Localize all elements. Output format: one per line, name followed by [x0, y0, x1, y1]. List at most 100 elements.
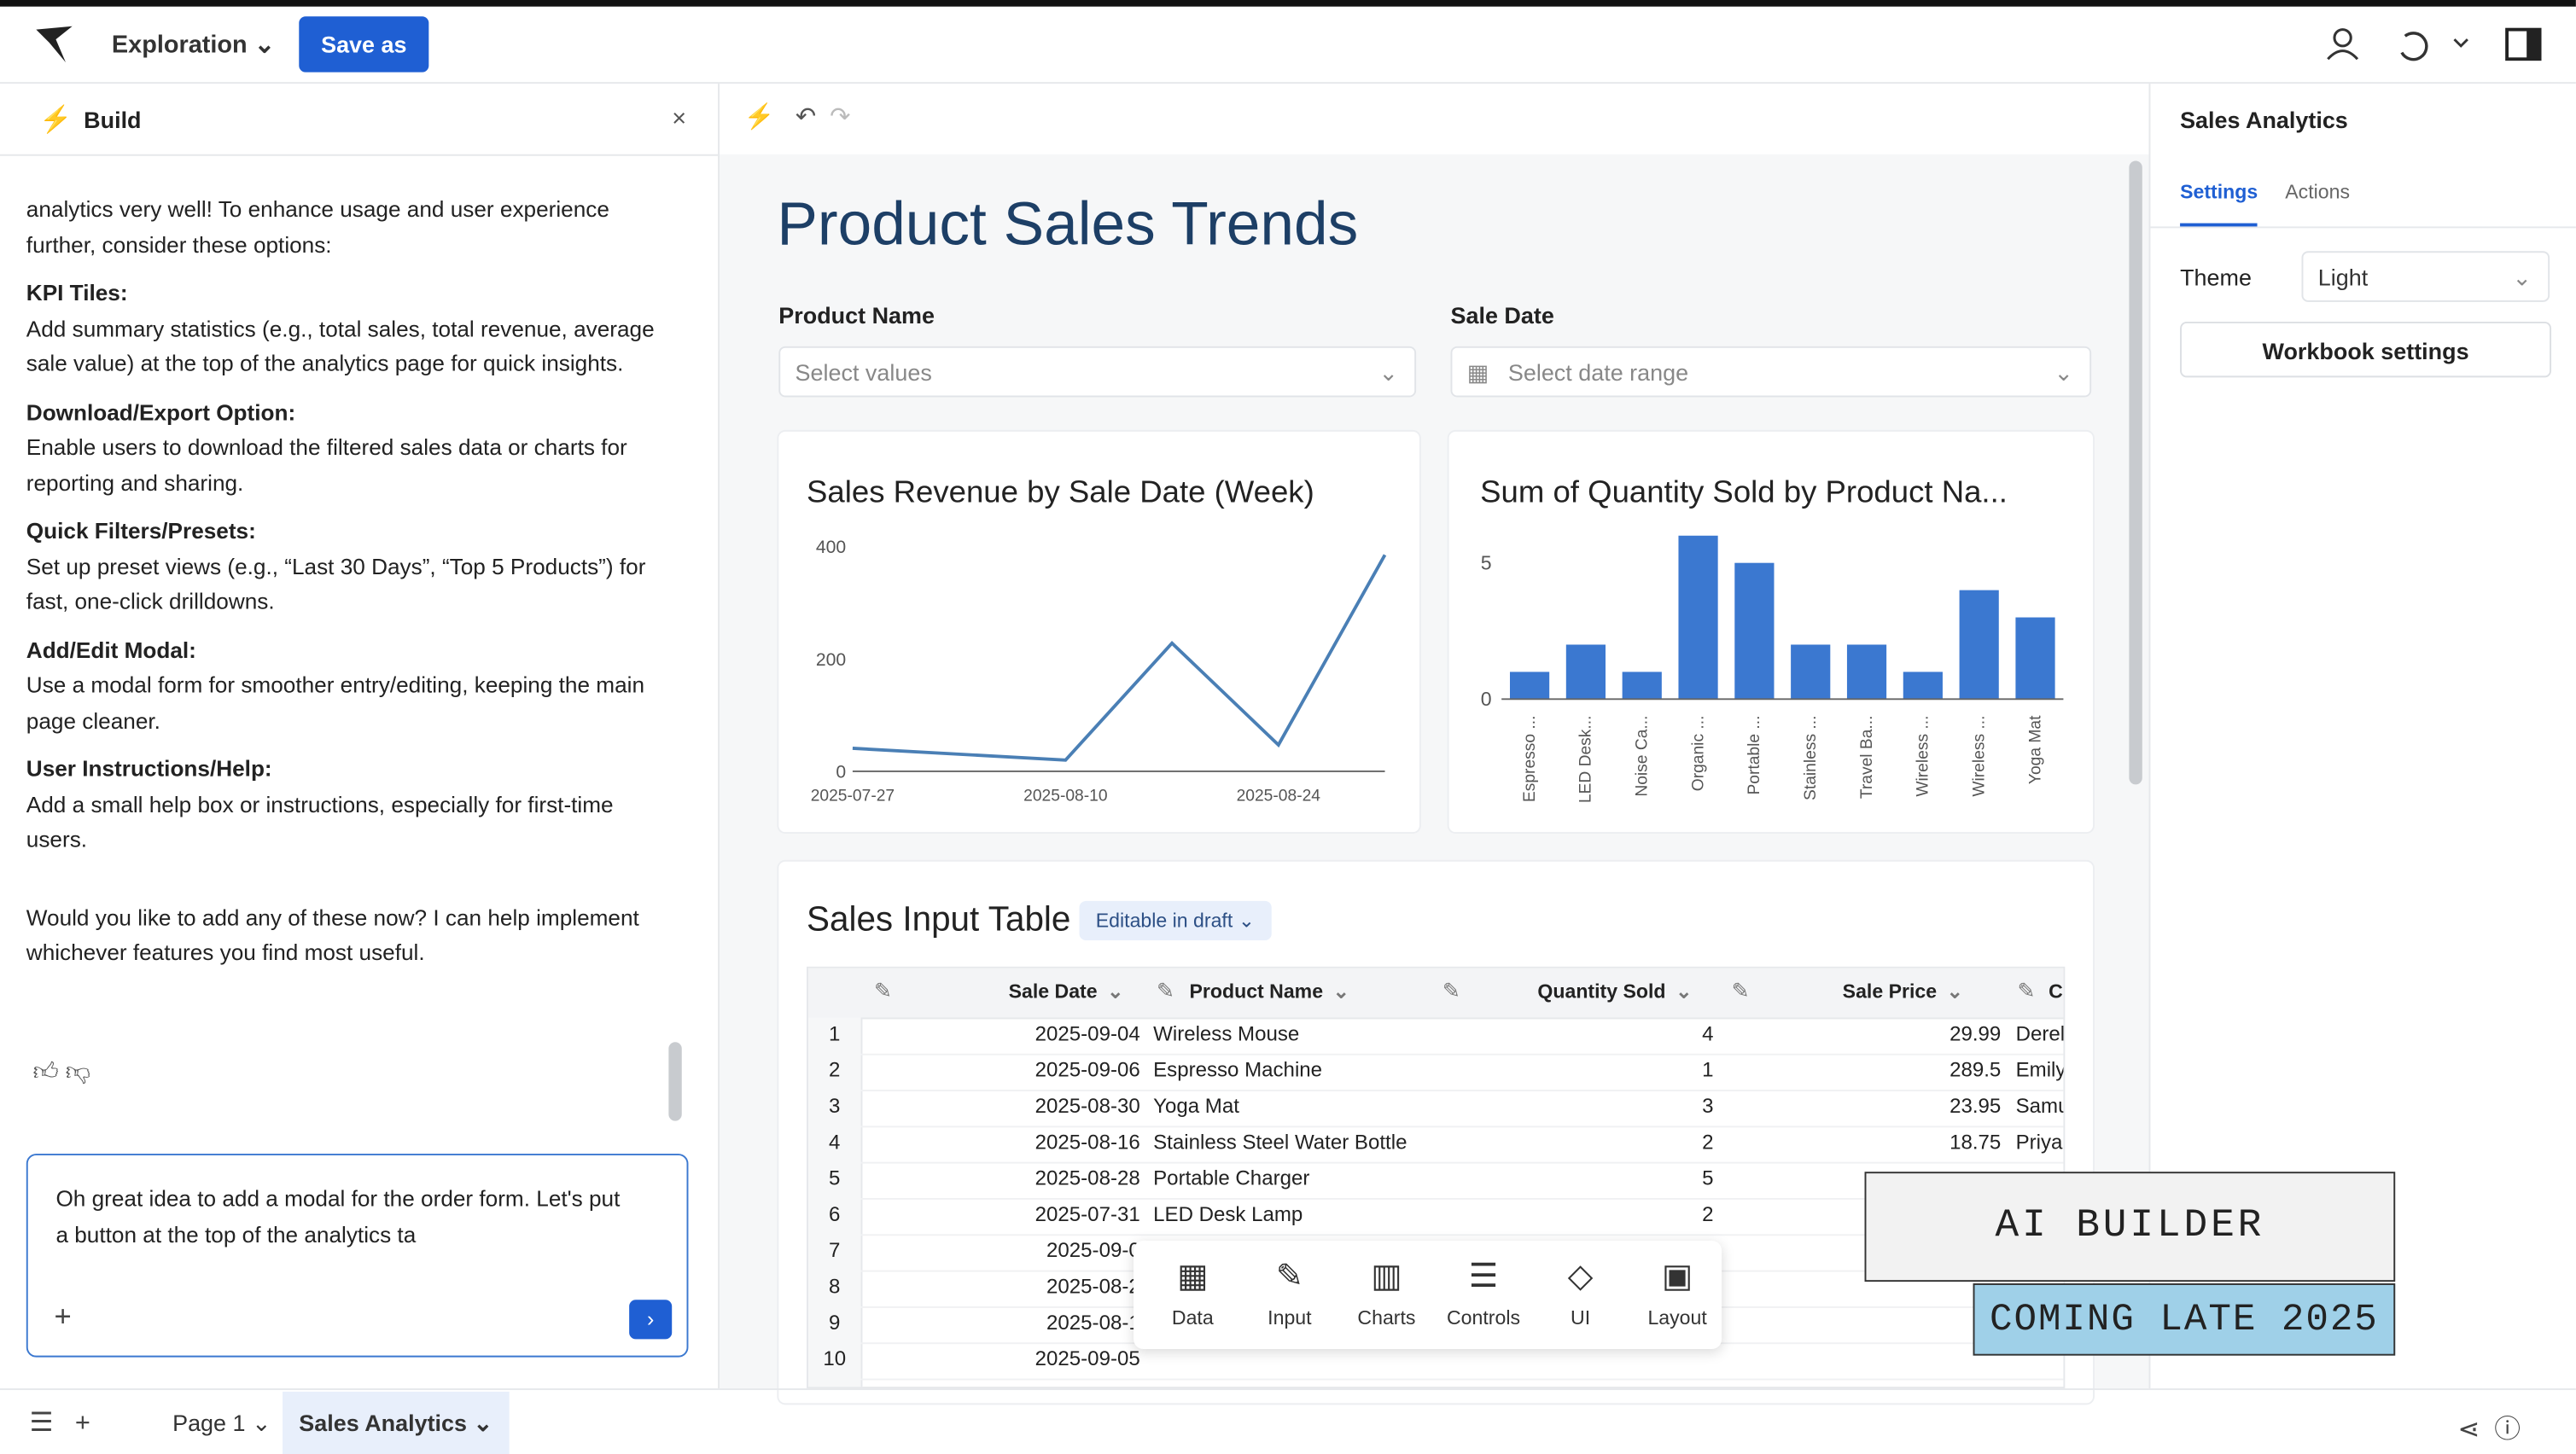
table-cell: 2025-08-28 [1034, 1166, 1140, 1190]
row-number: 9 [829, 1311, 841, 1335]
insert-button[interactable]: ✎ Input [1250, 1257, 1329, 1329]
table-cell: 2025-08-2 [1046, 1275, 1140, 1299]
insert-label: Layout [1647, 1306, 1707, 1329]
insert-icon: ▣ [1661, 1259, 1693, 1295]
bar [1791, 644, 1831, 700]
divider [0, 82, 2576, 84]
table-cell: 2 [1702, 1202, 1714, 1226]
divider [2150, 226, 2576, 229]
page-tab[interactable]: Page 1 ⌄ [172, 1410, 271, 1436]
insert-button[interactable]: ☰ Controls [1444, 1257, 1523, 1329]
edit-icon: ✎ [1156, 978, 1174, 1003]
divider [2148, 84, 2151, 1389]
filter-select[interactable]: Select values ⌄ [778, 346, 1417, 398]
panel-title: Sales Analytics [2180, 107, 2348, 133]
message-heading: Quick Filters/Presets: [26, 518, 256, 544]
row-line [860, 1161, 2064, 1164]
divider [0, 1388, 2576, 1391]
mode-label: Exploration [111, 31, 248, 60]
x-tick-label: 2025-08-24 [1237, 788, 1321, 806]
bar [1734, 562, 1775, 700]
tab[interactable]: Actions [2285, 180, 2351, 204]
theme-label: Theme [2180, 264, 2252, 291]
column-title: Quantity Sold [1537, 980, 1666, 1003]
table-cell: Derel [2015, 1022, 2066, 1046]
page-controls[interactable]: ☰ + [29, 1410, 90, 1438]
x-tick-label: Noise Ca... [1634, 716, 1652, 797]
table-cell: 3 [1702, 1094, 1714, 1118]
column-header: Quantity Sold ⌄ [1537, 980, 1692, 1003]
send-button[interactable]: › [629, 1300, 673, 1340]
save-label: Save as [321, 31, 407, 58]
column-title: Sale Price [1842, 980, 1938, 1003]
table-cell: 2 [1702, 1131, 1714, 1154]
mode-menu[interactable]: Exploration ⌄ [111, 31, 275, 60]
chat-message: Download/Export Option: Enable users to d… [26, 395, 664, 501]
table-cell: 2025-08-1 [1046, 1311, 1140, 1335]
table-cell: 2025-09-0 [1046, 1239, 1140, 1263]
x-tick-label: Wireless ... [1915, 716, 1932, 797]
feedback-buttons[interactable]: 👍︎ 👎︎ [32, 1058, 91, 1087]
sort-icon: ⌄ [1676, 980, 1693, 1003]
divider [718, 84, 720, 1389]
panel-title: Build [84, 107, 142, 133]
insert-button[interactable]: ▣ Layout [1638, 1257, 1716, 1329]
insert-button[interactable]: ▦ Data [1153, 1257, 1232, 1329]
message-heading: Download/Export Option: [26, 399, 296, 425]
insert-button[interactable]: ◇ UI [1541, 1257, 1619, 1329]
message-heading: Add/Edit Modal: [26, 637, 196, 663]
chat-messages: analytics very well! To enhance usage an… [26, 192, 664, 984]
scrollbar [668, 1042, 682, 1121]
x-tick-label: Organic ... [1689, 716, 1707, 792]
message-text: Set up preset views (e.g., “Last 30 Days… [26, 554, 646, 614]
chat-input[interactable]: Oh great idea to add a modal for the ord… [26, 1154, 689, 1358]
insert-toolbar: ▦ Data ✎ Input ▥ Charts ☰ Controls ◇ UI ▣ Layout [1134, 1241, 1722, 1349]
row-number: 7 [829, 1239, 841, 1263]
chat-message: Add/Edit Modal: Use a modal form for smoo… [26, 632, 664, 738]
filter-select[interactable]: ▦ Select date range ⌄ [1450, 346, 2092, 398]
edit-icon: ✎ [1442, 978, 1460, 1003]
insert-icon: ☰ [1468, 1259, 1499, 1295]
row-number: 2 [829, 1058, 841, 1082]
table-cell: 2025-09-04 [1034, 1022, 1140, 1046]
bar [1846, 644, 1887, 700]
row-line [860, 1090, 2064, 1091]
chat-message: KPI Tiles: Add summary statistics (e.g., … [26, 276, 664, 381]
column-header: Sale Date ⌄ [1009, 980, 1124, 1003]
close-button[interactable]: × [672, 105, 687, 133]
workbook-settings-button[interactable]: Workbook settings [2180, 321, 2552, 378]
table-cell: Emily [2015, 1058, 2066, 1082]
insert-button[interactable]: ▥ Charts [1347, 1257, 1425, 1329]
insert-icon: ✎ [1275, 1259, 1304, 1295]
button-label: Workbook settings [2262, 338, 2469, 364]
insert-icon: ▥ [1371, 1259, 1402, 1295]
x-tick-label: 2025-07-27 [811, 788, 895, 806]
overlay-banner: COMING LATE 2025 [1973, 1283, 2396, 1356]
bottom-icons[interactable]: ⋖ ⓘ [2457, 1416, 2521, 1445]
editor-tools[interactable]: ⚡ ↶ ↷ [743, 103, 851, 131]
chat-message: Would you like to add any of these now? … [26, 900, 664, 971]
badge[interactable]: Editable in draft ⌄ [1079, 900, 1272, 941]
insert-label: UI [1571, 1306, 1591, 1329]
insert-label: Data [1171, 1306, 1214, 1329]
chat-message: analytics very well! To enhance usage an… [26, 192, 664, 263]
bar [1509, 672, 1550, 700]
y-tick-label: 0 [1481, 688, 1492, 710]
scrollbar [2129, 160, 2142, 785]
page-tab-active[interactable]: Sales Analytics ⌄ [283, 1391, 510, 1454]
badge-label: Editable in draft [1095, 909, 1233, 933]
row-number: 3 [829, 1094, 841, 1118]
row-number-column [807, 1017, 863, 1387]
x-tick-label: Stainless ... [1802, 716, 1820, 800]
bar [1903, 672, 1943, 700]
save-button[interactable]: Save as [299, 16, 429, 73]
attach-button[interactable]: + [54, 1300, 72, 1333]
build-icon: ⚡ [39, 107, 73, 135]
x-tick-label: Wireless ... [1970, 716, 1988, 797]
tab-active[interactable]: Settings [2180, 181, 2258, 227]
insert-label: Charts [1357, 1306, 1416, 1329]
theme-select[interactable]: Light ⌄ [2301, 251, 2550, 302]
